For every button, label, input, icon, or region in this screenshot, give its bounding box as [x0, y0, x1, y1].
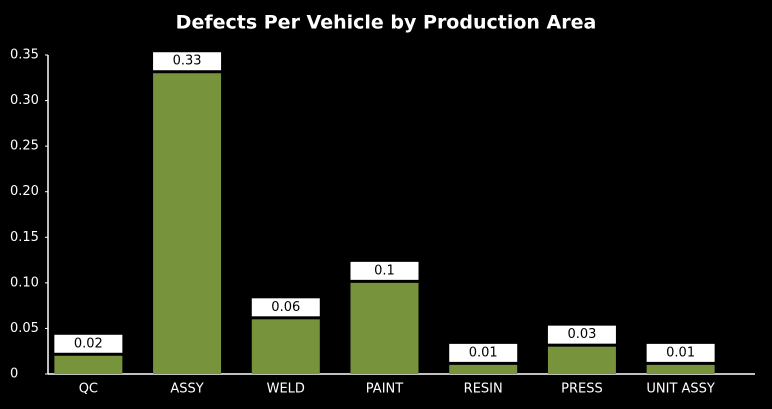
value-label: 0.1 [374, 263, 395, 278]
chart-title: Defects Per Vehicle by Production Area [176, 12, 597, 34]
y-tick-label: 0.10 [10, 275, 39, 290]
bar [646, 364, 715, 374]
value-label: 0.06 [271, 300, 300, 315]
value-label: 0.33 [173, 54, 202, 69]
y-tick-label: 0.15 [10, 230, 39, 245]
value-label-box [54, 334, 123, 353]
y-tick-label: 0 [10, 367, 18, 382]
x-tick-label: UNIT ASSY [646, 382, 715, 397]
value-label: 0.03 [567, 327, 596, 342]
x-tick-label: ASSY [170, 382, 203, 397]
value-label-box [449, 343, 518, 362]
y-tick-label: 0.25 [10, 139, 39, 154]
bar [153, 73, 222, 374]
value-label: 0.01 [469, 345, 498, 360]
bar [350, 282, 419, 374]
value-label-box [547, 325, 616, 344]
x-tick-label: WELD [267, 382, 305, 397]
y-tick-label: 0.05 [10, 321, 39, 336]
value-label: 0.02 [74, 336, 103, 351]
bar [547, 346, 616, 374]
value-label-box [350, 261, 419, 280]
y-tick-label: 0.30 [10, 93, 39, 108]
x-tick-label: PRESS [561, 382, 603, 397]
bar [251, 319, 320, 374]
bar [449, 364, 518, 374]
x-tick-label: RESIN [464, 382, 503, 397]
y-tick-label: 0.35 [10, 48, 39, 63]
value-label-box [646, 343, 715, 362]
value-label-box [153, 52, 222, 71]
value-label: 0.01 [666, 345, 695, 360]
bar [54, 355, 123, 374]
value-label-box [251, 298, 320, 317]
y-tick-label: 0.20 [10, 184, 39, 199]
x-tick-label: QC [79, 382, 98, 397]
x-tick-label: PAINT [366, 382, 403, 397]
